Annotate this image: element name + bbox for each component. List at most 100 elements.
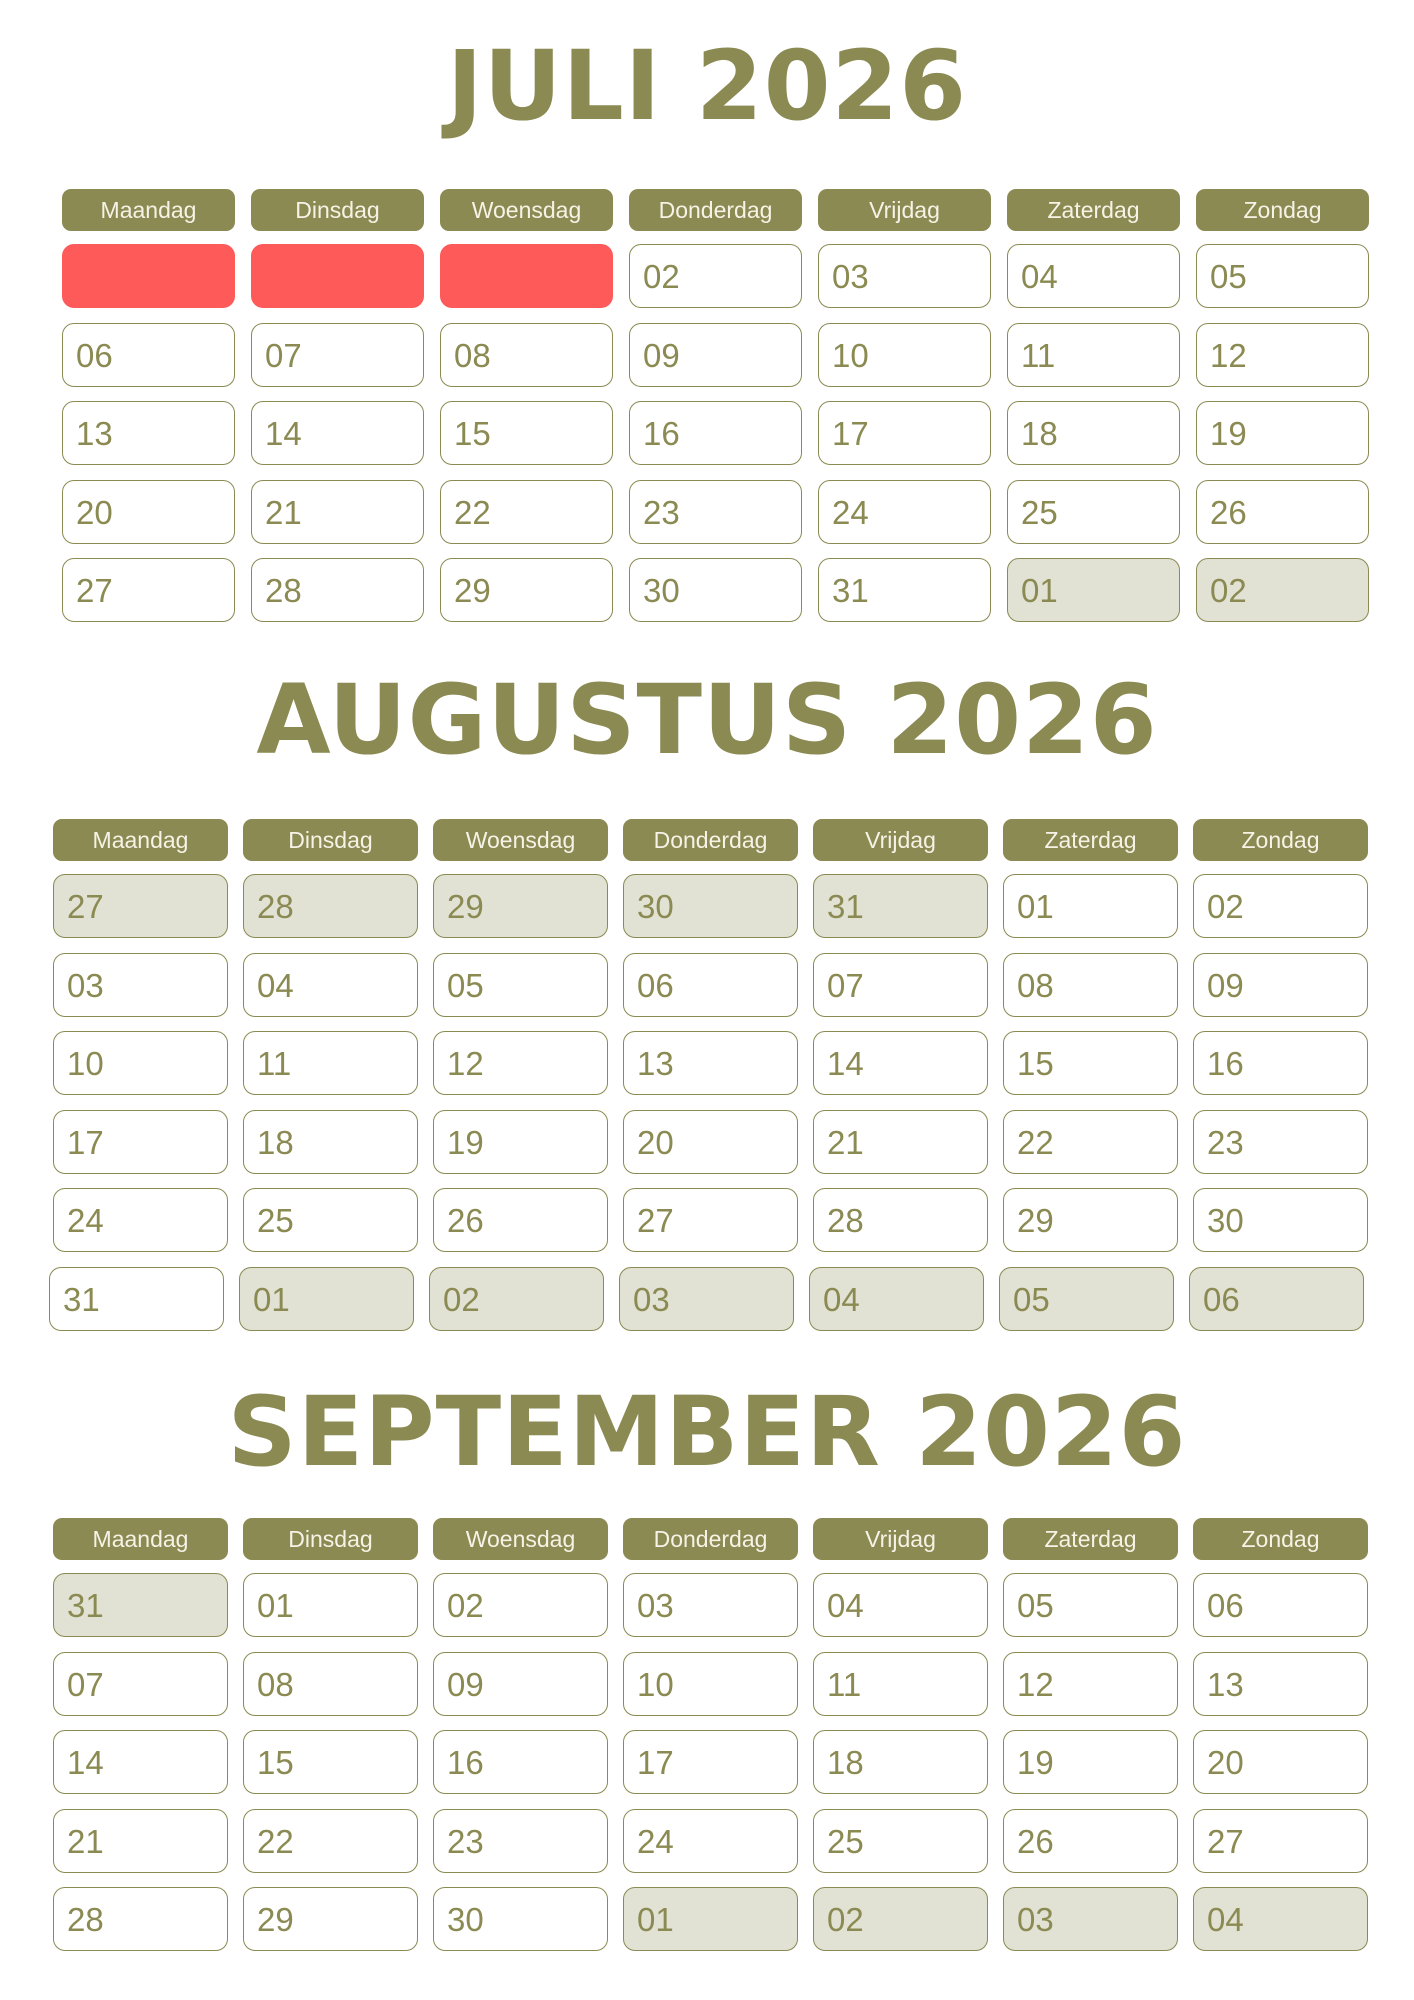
adjacent-month-day-cell[interactable]: 29 <box>433 874 608 938</box>
day-cell[interactable]: 10 <box>53 1031 228 1095</box>
adjacent-month-day-cell[interactable]: 02 <box>429 1266 604 1331</box>
day-cell[interactable]: 14 <box>813 1031 988 1095</box>
adjacent-month-day-cell[interactable]: 01 <box>239 1266 414 1331</box>
day-cell[interactable]: 16 <box>1193 1031 1368 1095</box>
day-cell[interactable]: 12 <box>1196 322 1369 387</box>
day-cell[interactable]: 24 <box>818 479 991 544</box>
day-cell[interactable]: 09 <box>1193 952 1368 1017</box>
day-cell[interactable]: 27 <box>62 558 235 622</box>
day-cell[interactable]: 15 <box>1003 1031 1178 1095</box>
day-cell[interactable]: 16 <box>629 401 802 465</box>
day-cell[interactable]: 04 <box>243 952 418 1017</box>
day-cell[interactable]: 28 <box>53 1887 228 1951</box>
day-cell[interactable]: 27 <box>623 1188 798 1252</box>
day-cell[interactable]: 18 <box>813 1730 988 1794</box>
day-cell[interactable]: 24 <box>623 1808 798 1873</box>
day-cell[interactable]: 19 <box>1196 401 1369 465</box>
day-cell[interactable]: 09 <box>629 322 802 387</box>
day-cell[interactable]: 24 <box>53 1188 228 1252</box>
day-cell[interactable]: 29 <box>1003 1188 1178 1252</box>
day-cell[interactable]: 13 <box>62 401 235 465</box>
day-cell[interactable]: 22 <box>243 1808 418 1873</box>
blocked-day-cell[interactable] <box>251 244 424 308</box>
adjacent-month-day-cell[interactable]: 02 <box>813 1887 988 1951</box>
day-cell[interactable]: 03 <box>53 952 228 1017</box>
blocked-day-cell[interactable] <box>440 244 613 308</box>
adjacent-month-day-cell[interactable]: 05 <box>999 1266 1174 1331</box>
day-cell[interactable]: 10 <box>623 1651 798 1716</box>
day-cell[interactable]: 08 <box>243 1651 418 1716</box>
day-cell[interactable]: 31 <box>818 558 991 622</box>
day-cell[interactable]: 30 <box>433 1887 608 1951</box>
day-cell[interactable]: 12 <box>1003 1651 1178 1716</box>
day-cell[interactable]: 01 <box>1003 874 1178 938</box>
day-cell[interactable]: 06 <box>623 952 798 1017</box>
day-cell[interactable]: 09 <box>433 1651 608 1716</box>
day-cell[interactable]: 22 <box>1003 1109 1178 1174</box>
day-cell[interactable]: 14 <box>251 401 424 465</box>
day-cell[interactable]: 23 <box>629 479 802 544</box>
day-cell[interactable]: 26 <box>1003 1808 1178 1873</box>
day-cell[interactable]: 01 <box>243 1573 418 1637</box>
day-cell[interactable]: 15 <box>243 1730 418 1794</box>
day-cell[interactable]: 30 <box>629 558 802 622</box>
day-cell[interactable]: 27 <box>1193 1808 1368 1873</box>
day-cell[interactable]: 02 <box>433 1573 608 1637</box>
day-cell[interactable]: 02 <box>629 244 802 308</box>
day-cell[interactable]: 03 <box>623 1573 798 1637</box>
day-cell[interactable]: 12 <box>433 1031 608 1095</box>
day-cell[interactable]: 11 <box>243 1031 418 1095</box>
day-cell[interactable]: 11 <box>1007 322 1180 387</box>
day-cell[interactable]: 23 <box>433 1808 608 1873</box>
day-cell[interactable]: 11 <box>813 1651 988 1716</box>
day-cell[interactable]: 02 <box>1193 874 1368 938</box>
adjacent-month-day-cell[interactable]: 04 <box>1193 1887 1368 1951</box>
day-cell[interactable]: 18 <box>1007 401 1180 465</box>
day-cell[interactable]: 28 <box>813 1188 988 1252</box>
day-cell[interactable]: 16 <box>433 1730 608 1794</box>
blocked-day-cell[interactable] <box>62 244 235 308</box>
day-cell[interactable]: 20 <box>623 1109 798 1174</box>
day-cell[interactable]: 10 <box>818 322 991 387</box>
day-cell[interactable]: 21 <box>813 1109 988 1174</box>
day-cell[interactable]: 29 <box>440 558 613 622</box>
adjacent-month-day-cell[interactable]: 30 <box>623 874 798 938</box>
day-cell[interactable]: 21 <box>53 1808 228 1873</box>
day-cell[interactable]: 28 <box>251 558 424 622</box>
adjacent-month-day-cell[interactable]: 31 <box>813 874 988 938</box>
adjacent-month-day-cell[interactable]: 01 <box>623 1887 798 1951</box>
day-cell[interactable]: 29 <box>243 1887 418 1951</box>
day-cell[interactable]: 25 <box>813 1808 988 1873</box>
adjacent-month-day-cell[interactable]: 06 <box>1189 1266 1364 1331</box>
adjacent-month-day-cell[interactable]: 03 <box>1003 1887 1178 1951</box>
day-cell[interactable]: 04 <box>1007 244 1180 308</box>
day-cell[interactable]: 31 <box>49 1266 224 1331</box>
day-cell[interactable]: 25 <box>243 1188 418 1252</box>
day-cell[interactable]: 06 <box>62 322 235 387</box>
day-cell[interactable]: 26 <box>1196 479 1369 544</box>
adjacent-month-day-cell[interactable]: 28 <box>243 874 418 938</box>
day-cell[interactable]: 04 <box>813 1573 988 1637</box>
adjacent-month-day-cell[interactable]: 04 <box>809 1266 984 1331</box>
day-cell[interactable]: 19 <box>433 1109 608 1174</box>
day-cell[interactable]: 21 <box>251 479 424 544</box>
day-cell[interactable]: 26 <box>433 1188 608 1252</box>
day-cell[interactable]: 23 <box>1193 1109 1368 1174</box>
day-cell[interactable]: 17 <box>53 1109 228 1174</box>
day-cell[interactable]: 17 <box>818 401 991 465</box>
day-cell[interactable]: 07 <box>813 952 988 1017</box>
adjacent-month-day-cell[interactable]: 31 <box>53 1573 228 1637</box>
adjacent-month-day-cell[interactable]: 27 <box>53 874 228 938</box>
day-cell[interactable]: 08 <box>440 322 613 387</box>
day-cell[interactable]: 19 <box>1003 1730 1178 1794</box>
day-cell[interactable]: 07 <box>251 322 424 387</box>
day-cell[interactable]: 18 <box>243 1109 418 1174</box>
day-cell[interactable]: 08 <box>1003 952 1178 1017</box>
day-cell[interactable]: 05 <box>1196 244 1369 308</box>
day-cell[interactable]: 06 <box>1193 1573 1368 1637</box>
day-cell[interactable]: 13 <box>1193 1651 1368 1716</box>
adjacent-month-day-cell[interactable]: 03 <box>619 1266 794 1331</box>
day-cell[interactable]: 05 <box>1003 1573 1178 1637</box>
day-cell[interactable]: 22 <box>440 479 613 544</box>
day-cell[interactable]: 25 <box>1007 479 1180 544</box>
